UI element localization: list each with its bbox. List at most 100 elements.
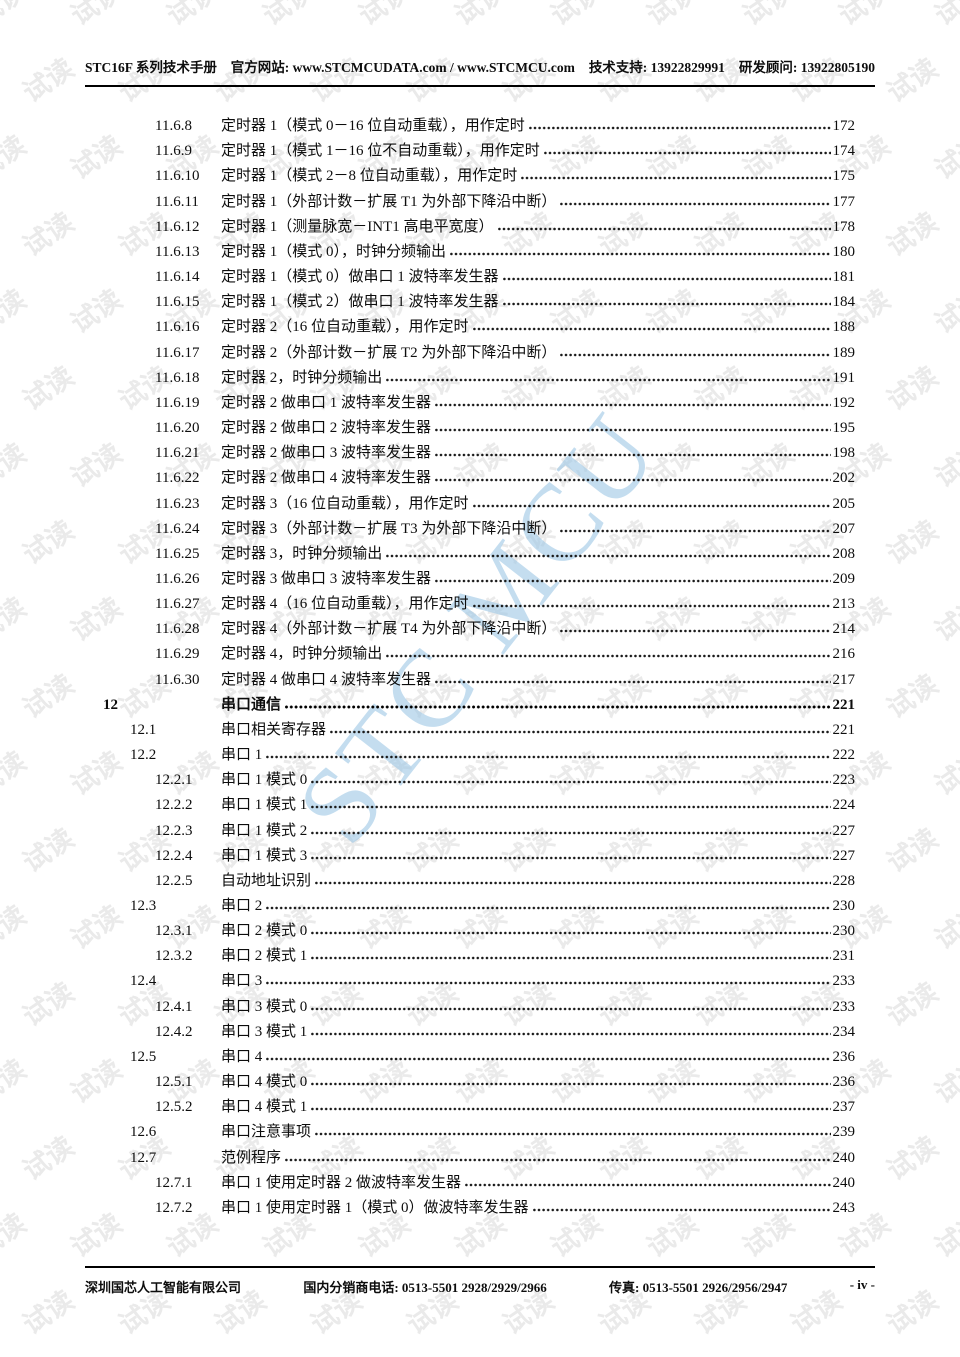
toc-entry-number: 12.3 [130,898,157,914]
toc-entry[interactable]: 11.6.22 定时器 2 做串口 4 波特率发生器 202 [85,465,855,490]
toc-entry[interactable]: 12.2 串口 1 222 [85,742,855,767]
toc-entry-number: 12 [103,696,118,713]
toc-entry[interactable]: 11.6.9 定时器 1（模式 1－16 位不自动重载），用作定时 174 [85,138,855,163]
toc-entry-title: 串口 1 [221,747,263,764]
toc-leader-dots [560,625,831,638]
toc-entry[interactable]: 11.6.19 定时器 2 做串口 1 波特率发生器 192 [85,390,855,415]
toc-entry-number: 11.6.11 [155,193,199,210]
trial-read-watermark: 试读 [881,53,944,109]
toc-entry[interactable]: 12.5.1 串口 4 模式 0 236 [85,1069,855,1094]
toc-leader-dots [330,725,831,738]
toc-entry[interactable]: 12.2.3 串口 1 模式 2 227 [85,817,855,842]
toc-entry[interactable]: 11.6.17 定时器 2（外部计数－扩展 T2 为外部下降沿中断） 189 [85,339,855,364]
toc-entry[interactable]: 11.6.29 定时器 4，时钟分频输出 216 [85,641,855,666]
toc-entry[interactable]: 11.6.27 定时器 4（16 位自动重载），用作定时 213 [85,591,855,616]
trial-read-watermark: 试读 [929,746,960,802]
toc-entry[interactable]: 11.6.28 定时器 4（外部计数－扩展 T4 为外部下降沿中断） 214 [85,616,855,641]
toc-entry-title: 定时器 3（16 位自动重载），用作定时 [221,495,469,512]
toc-entry-number: 12.3.1 [155,923,193,940]
toc-entry-title: 串口 4 [221,1048,263,1065]
toc-leader-dots [311,826,831,839]
trial-read-watermark: 试读 [65,0,128,32]
toc-entry[interactable]: 11.6.20 定时器 2 做串口 2 波特率发生器 195 [85,415,855,440]
toc-entry[interactable]: 12.4.1 串口 3 模式 0 233 [85,993,855,1018]
toc-leader-dots [311,851,831,864]
toc-entry-page: 217 [832,671,856,688]
toc-entry-title: 串口 4 模式 0 [221,1074,308,1091]
toc-entry[interactable]: 12.6 串口注意事项 239 [85,1119,855,1144]
trial-read-watermark: 试读 [17,361,80,417]
toc-entry[interactable]: 12.2.1 串口 1 模式 0 223 [85,767,855,792]
toc-entry[interactable]: 11.6.15 定时器 1（模式 2）做串口 1 波特率发生器 184 [85,289,855,314]
toc-entry-page: 188 [832,319,856,336]
toc-entry-number: 11.6.30 [155,671,200,688]
toc-entry-number: 11.6.27 [155,596,200,613]
toc-entry[interactable]: 11.6.18 定时器 2，时钟分频输出 191 [85,365,855,390]
toc-entry[interactable]: 11.6.25 定时器 3，时钟分频输出 208 [85,541,855,566]
toc-leader-dots [560,524,831,537]
trial-read-watermark: 试读 [881,361,944,417]
trial-read-watermark: 试读 [0,900,32,956]
toc-entry-title: 定时器 1（模式 1－16 位不自动重载），用作定时 [221,143,540,160]
toc-entry[interactable]: 12.5.2 串口 4 模式 1 237 [85,1094,855,1119]
toc-entry[interactable]: 11.6.14 定时器 1（模式 0）做串口 1 波特率发生器 181 [85,264,855,289]
trial-read-watermark: 试读 [545,0,608,32]
toc-entry-number: 12.4.1 [155,998,193,1015]
toc-entry-number: 11.6.24 [155,520,200,537]
toc-entry[interactable]: 12.3.2 串口 2 模式 1 231 [85,943,855,968]
toc-entry[interactable]: 11.6.26 定时器 3 做串口 3 波特率发生器 209 [85,566,855,591]
toc-entry[interactable]: 12 串口通信 221 [85,692,855,717]
toc-leader-dots [450,247,831,260]
toc-entry[interactable]: 12.4.2 串口 3 模式 1 234 [85,1019,855,1044]
toc-entry[interactable]: 12.5 串口 4 236 [85,1044,855,1069]
toc-leader-dots [560,348,831,361]
toc-leader-dots [266,977,831,990]
toc-entry-title: 串口相关寄存器 [221,721,327,738]
toc-leader-dots [472,600,831,613]
toc-entry-number: 12.4 [130,973,157,990]
toc-entry[interactable]: 12.7.2 串口 1 使用定时器 1（模式 0）做波特率发生器 243 [85,1195,855,1220]
toc-entry[interactable]: 11.6.21 定时器 2 做串口 3 波特率发生器 198 [85,440,855,465]
toc-entry-title: 范例程序 [221,1149,282,1166]
page-footer: 深圳国芯人工智能有限公司 国内分销商电话: 0513-5501 2928/292… [85,1266,875,1296]
toc-entry[interactable]: 11.6.13 定时器 1（模式 0），时钟分频输出 180 [85,239,855,264]
toc-entry[interactable]: 11.6.12 定时器 1（测量脉宽－INT1 高电平宽度） 178 [85,214,855,239]
toc-entry[interactable]: 12.1 串口相关寄存器 221 [85,717,855,742]
toc-leader-dots [435,398,831,411]
toc-entry[interactable]: 11.6.16 定时器 2（16 位自动重载），用作定时 188 [85,314,855,339]
toc-entry-number: 12.5 [130,1048,157,1065]
tech-support-label: 技术支持: 13922829991 [588,60,725,75]
trial-read-watermark: 试读 [881,515,944,571]
toc-entry-number: 11.6.17 [155,344,200,361]
toc-entry-page: 213 [832,596,856,613]
company-name: 深圳国芯人工智能有限公司 [85,1280,242,1295]
toc-entry[interactable]: 11.6.11 定时器 1（外部计数－扩展 T1 为外部下降沿中断） 177 [85,188,855,213]
toc-entry-page: 208 [832,545,856,562]
toc-entry[interactable]: 11.6.30 定时器 4 做串口 4 波特率发生器 217 [85,666,855,691]
toc-entry[interactable]: 11.6.23 定时器 3（16 位自动重载），用作定时 205 [85,490,855,515]
toc-entry-page: 222 [832,747,856,764]
toc-leader-dots [311,801,831,814]
toc-entry-title: 串口 3 模式 0 [221,998,308,1015]
trial-read-watermark: 试读 [17,823,80,879]
toc-entry[interactable]: 11.6.8 定时器 1（模式 0－16 位自动重载），用作定时 172 [85,113,855,138]
toc-entry-title: 定时器 1（模式 0－16 位自动重载），用作定时 [221,118,525,135]
toc-entry[interactable]: 12.2.2 串口 1 模式 1 224 [85,792,855,817]
toc-entry-number: 12.2.5 [155,872,193,889]
toc-entry[interactable]: 12.4 串口 3 233 [85,968,855,993]
toc-entry-page: 221 [832,721,856,738]
toc-entry-page: 237 [832,1099,856,1116]
trial-read-watermark: 试读 [0,130,32,186]
toc-entry[interactable]: 12.3 串口 2 230 [85,893,855,918]
toc-entry[interactable]: 12.3.1 串口 2 模式 0 230 [85,918,855,943]
toc-entry[interactable]: 12.2.4 串口 1 模式 3 227 [85,843,855,868]
toc-entry[interactable]: 12.2.5 自动地址识别 228 [85,868,855,893]
toc-entry[interactable]: 12.7 范例程序 240 [85,1144,855,1169]
toc-entry[interactable]: 11.6.24 定时器 3（外部计数－扩展 T3 为外部下降沿中断） 207 [85,516,855,541]
toc-entry[interactable]: 11.6.10 定时器 1（模式 2－8 位自动重载），用作定时 175 [85,163,855,188]
toc-entry-title: 定时器 3 做串口 3 波特率发生器 [221,570,432,587]
toc-entry[interactable]: 12.7.1 串口 1 使用定时器 2 做波特率发生器 240 [85,1170,855,1195]
toc-entry-title: 定时器 4（外部计数－扩展 T4 为外部下降沿中断） [221,621,557,638]
toc-entry-number: 11.6.20 [155,420,200,437]
